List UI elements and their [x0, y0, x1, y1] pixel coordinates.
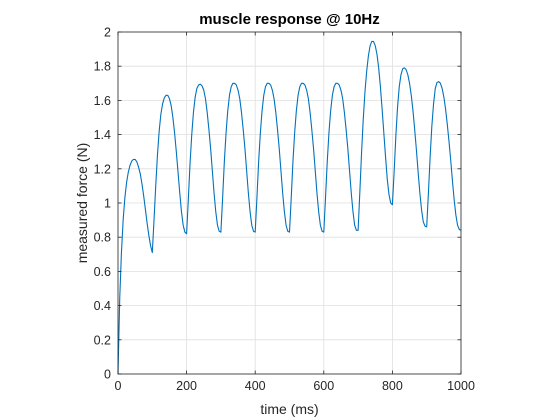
y-tick-label: 0.8: [94, 231, 111, 245]
y-tick-label: 0: [104, 368, 111, 382]
series-layer: [117, 40, 462, 375]
y-tick-label: 0.2: [94, 333, 111, 347]
y-tick-label: 0.4: [94, 299, 111, 313]
x-tick-label: 200: [176, 379, 197, 393]
x-axis-label: time (ms): [260, 401, 318, 417]
x-tick-label: 600: [313, 379, 334, 393]
y-tick-labels: 0 0.2 0.4 0.6 0.8 1 1.2 1.4 1.6 1.8 2: [94, 26, 111, 382]
series-line-1: [117, 40, 462, 375]
y-tick-label: 2: [104, 26, 111, 40]
x-tick-label: 800: [382, 379, 403, 393]
y-tick-label: 0.6: [94, 265, 111, 279]
y-tick-label: 1.4: [94, 128, 111, 142]
tick-marks: [117, 31, 462, 375]
y-tick-label: 1: [104, 197, 111, 211]
y-tick-label: 1.2: [94, 162, 111, 176]
x-tick-label: 400: [245, 379, 266, 393]
y-tick-label: 1.8: [94, 60, 111, 74]
x-tick-label: 1000: [447, 379, 475, 393]
y-axis-label: measured force (N): [74, 143, 90, 264]
x-tick-label: 0: [115, 379, 122, 393]
y-tick-label: 1.6: [94, 94, 111, 108]
x-tick-labels: 0 200 400 600 800 1000: [115, 379, 475, 393]
chart-title: muscle response @ 10Hz: [199, 11, 380, 28]
